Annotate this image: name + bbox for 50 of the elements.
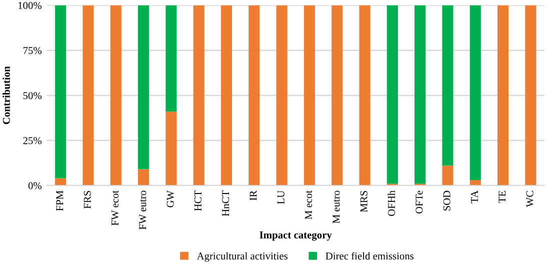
bar — [414, 5, 426, 184]
bar — [332, 5, 343, 186]
y-tick-label: 100% — [18, 2, 42, 10]
x-tick-label: GW — [166, 190, 174, 208]
bar — [276, 5, 288, 186]
bar — [193, 5, 204, 186]
legend-label: Agricultural activities — [196, 252, 288, 262]
y-tick-label: 75% — [23, 47, 42, 54]
y-tick-label: 50% — [23, 92, 42, 100]
x-tick-label: LU — [277, 190, 284, 204]
bar — [442, 166, 454, 186]
bar — [359, 5, 370, 186]
bar — [442, 5, 454, 166]
x-tick-label: WC — [526, 190, 534, 208]
bar — [248, 5, 260, 186]
bar — [82, 5, 94, 186]
bar — [110, 5, 122, 186]
x-tick-label: FW ecot — [112, 190, 119, 226]
x-tick-label: TE — [498, 190, 506, 203]
bar — [525, 5, 536, 186]
x-tick-label: OFHh — [388, 190, 396, 216]
x-tick-label: FW eutro — [139, 190, 146, 230]
bar — [166, 112, 177, 186]
x-tick-label: HCT — [194, 190, 202, 211]
bar — [470, 180, 481, 186]
x-tick-label: M ecot — [305, 190, 312, 220]
bar — [138, 169, 150, 186]
x-tick-label: SOD — [443, 190, 450, 211]
x-tick-label: HnCT — [222, 190, 230, 216]
bar — [138, 5, 150, 170]
x-tick-label: FRS — [84, 191, 91, 209]
bar — [55, 5, 66, 178]
bar — [497, 5, 509, 186]
x-tick-label: OFTe — [416, 190, 423, 214]
x-tick-label: MRS — [360, 191, 368, 212]
bar — [470, 5, 481, 180]
x-tick-label: M eutro — [332, 190, 340, 224]
legend-label: Direc field emissions — [326, 252, 414, 260]
bar — [220, 5, 232, 186]
y-tick-label: 0% — [28, 182, 42, 190]
bar — [304, 5, 315, 186]
x-tick-label: TA — [470, 190, 478, 204]
x-tick-label: IR — [250, 190, 257, 200]
bar — [166, 5, 177, 112]
bar — [55, 178, 66, 186]
bar — [386, 5, 398, 184]
x-axis-title: Impact category — [260, 232, 332, 241]
y-tick-label: 25% — [23, 137, 42, 144]
y-axis-title: Contribution — [2, 66, 10, 124]
x-tick-label: FPM — [56, 190, 64, 211]
